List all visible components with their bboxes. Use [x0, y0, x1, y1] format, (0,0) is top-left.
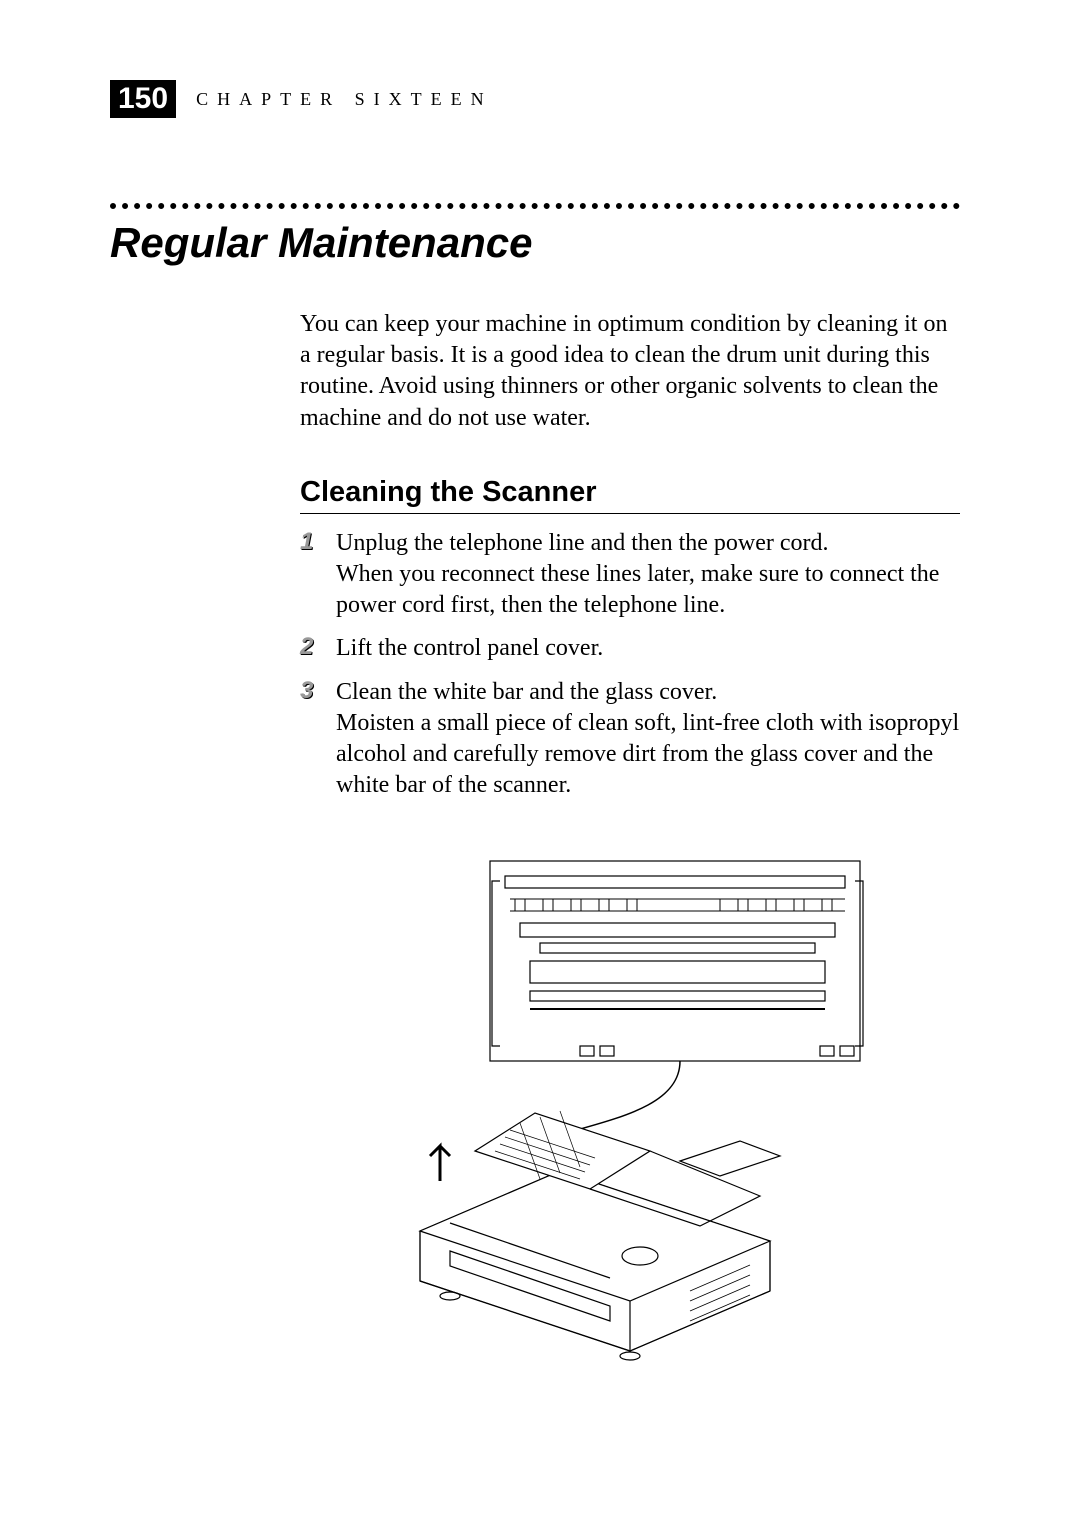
intro-paragraph: You can keep your machine in optimum con…	[300, 309, 960, 434]
step-text: Unplug the telephone line and then the p…	[336, 528, 960, 622]
step-item: 2 Lift the control panel cover.	[300, 633, 960, 664]
step-number: 1	[300, 528, 322, 557]
subsection-title: Cleaning the Scanner	[300, 476, 960, 509]
step-number: 2	[300, 633, 322, 662]
step-number: 3	[300, 677, 322, 706]
section-title: Regular Maintenance	[110, 219, 960, 267]
step-item: 3 Clean the white bar and the glass cove…	[300, 677, 960, 802]
page-header: 150 CHAPTER SIXTEEN	[110, 80, 960, 118]
figure-container	[300, 851, 960, 1371]
subsection-rule	[300, 513, 960, 514]
page-number: 150	[110, 80, 176, 118]
chapter-label: CHAPTER SIXTEEN	[196, 89, 493, 110]
dotted-divider	[110, 203, 960, 209]
page: 150 CHAPTER SIXTEEN Regular Maintenance …	[0, 0, 1080, 1431]
body-block: You can keep your machine in optimum con…	[300, 309, 960, 1371]
scanner-illustration	[380, 851, 880, 1371]
step-text: Lift the control panel cover.	[336, 633, 603, 664]
step-text: Clean the white bar and the glass cover.…	[336, 677, 960, 802]
step-list: 1 Unplug the telephone line and then the…	[300, 528, 960, 802]
step-item: 1 Unplug the telephone line and then the…	[300, 528, 960, 622]
